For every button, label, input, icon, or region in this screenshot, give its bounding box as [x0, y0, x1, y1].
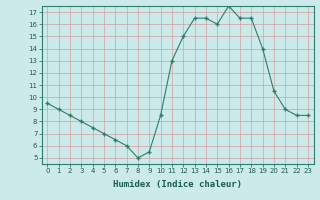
X-axis label: Humidex (Indice chaleur): Humidex (Indice chaleur)	[113, 180, 242, 189]
